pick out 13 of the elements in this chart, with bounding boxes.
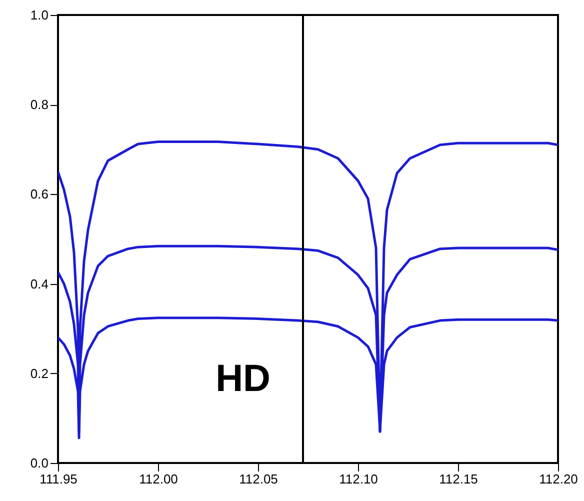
y-tick-label: 0.8 bbox=[30, 97, 48, 112]
x-tick-label: 112.05 bbox=[239, 472, 278, 486]
x-tick-label: 112.20 bbox=[539, 472, 578, 486]
x-tick-label: 112.10 bbox=[339, 472, 378, 486]
x-tick-label: 112.15 bbox=[439, 472, 478, 486]
annotation: HD bbox=[216, 358, 270, 400]
y-tick-label: 0.4 bbox=[30, 276, 48, 292]
x-tick-label: 111.95 bbox=[40, 472, 78, 486]
y-tick-label: 0.0 bbox=[30, 456, 48, 470]
y-tick-label: 0.2 bbox=[30, 366, 48, 381]
y-tick-label: 1.0 bbox=[30, 8, 48, 22]
y-tick-label: 0.6 bbox=[30, 186, 48, 202]
x-tick-label: 112.00 bbox=[139, 472, 178, 486]
